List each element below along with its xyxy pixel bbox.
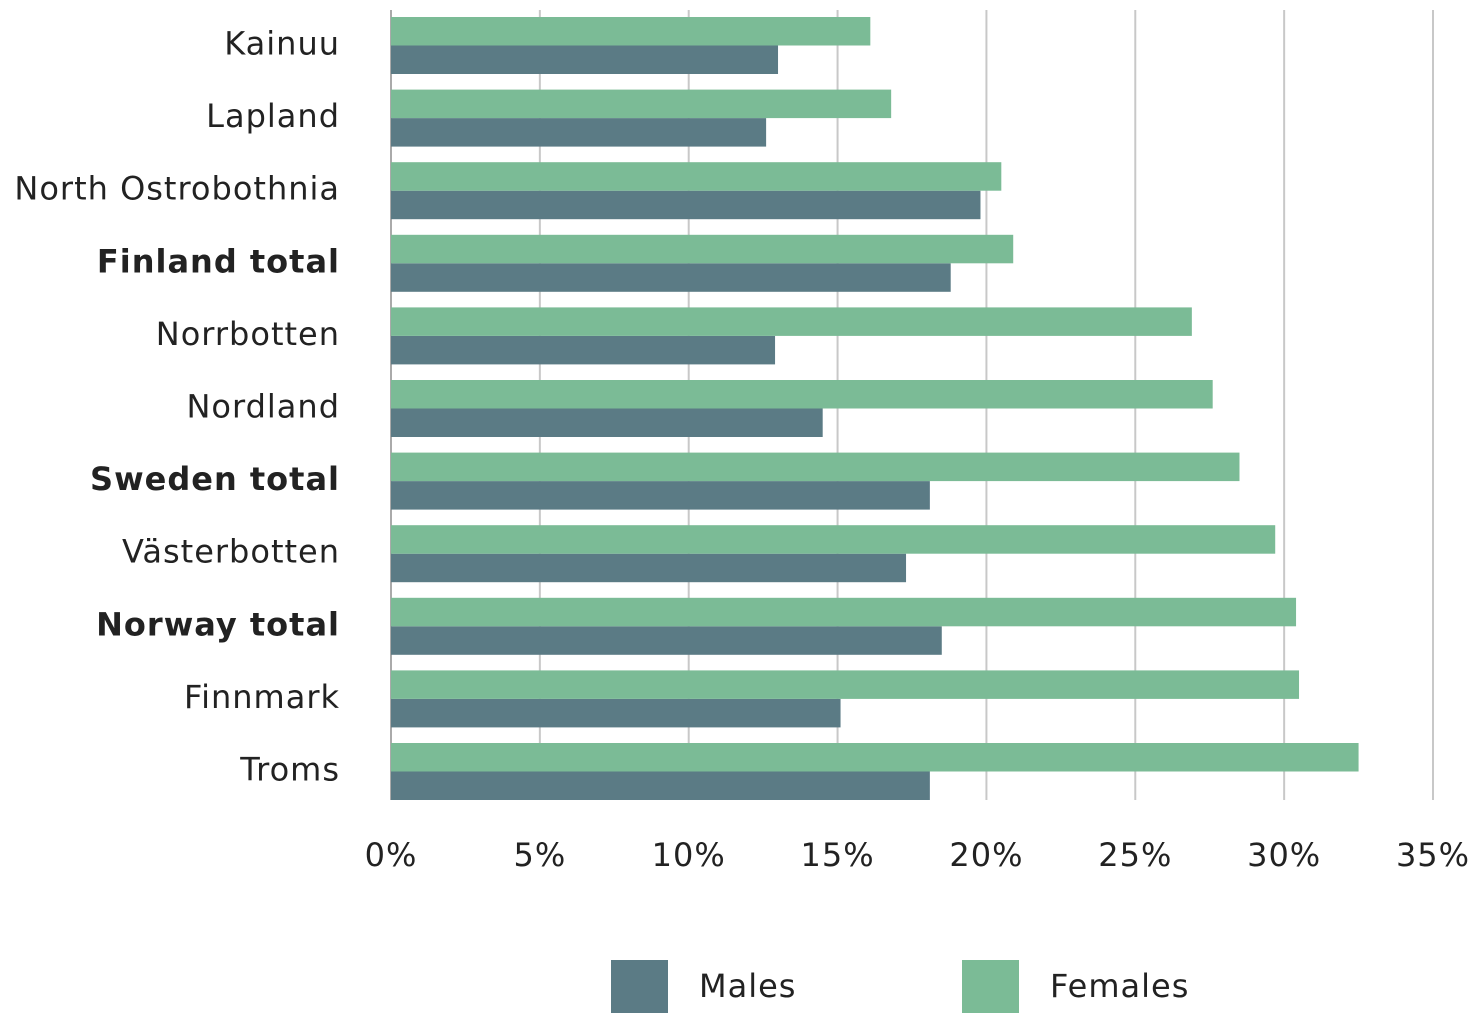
legend-label: Males xyxy=(699,967,796,1005)
bar xyxy=(391,17,871,46)
bar xyxy=(391,263,951,292)
bar xyxy=(391,553,907,583)
bar xyxy=(391,698,841,728)
y-tick-label: Västerbotten xyxy=(122,533,340,571)
bar xyxy=(391,626,942,655)
bar xyxy=(391,771,930,800)
bar xyxy=(391,743,1359,772)
x-tick-label: 35% xyxy=(1396,836,1470,874)
legend-label: Females xyxy=(1050,967,1189,1005)
y-tick-label: Sweden total xyxy=(90,460,340,498)
y-tick-label: North Ostrobothnia xyxy=(14,170,340,208)
x-tick-label: 5% xyxy=(513,836,566,874)
bar xyxy=(391,597,1297,627)
bar xyxy=(391,380,1213,409)
bar xyxy=(391,45,779,74)
bar xyxy=(391,307,1192,336)
x-tick-label: 20% xyxy=(949,836,1023,874)
bar xyxy=(391,481,930,510)
y-tick-label: Norway total xyxy=(96,605,340,643)
bar xyxy=(391,670,1300,699)
x-tick-label: 10% xyxy=(652,836,726,874)
bar xyxy=(391,335,776,365)
y-tick-label: Nordland xyxy=(186,388,340,426)
y-tick-label: Finland total xyxy=(97,242,340,280)
bar xyxy=(391,162,1002,191)
x-tick-label: 0% xyxy=(365,836,418,874)
bar xyxy=(391,190,981,220)
y-tick-label: Finnmark xyxy=(184,678,340,716)
x-tick-label: 30% xyxy=(1247,836,1321,874)
x-tick-label: 25% xyxy=(1098,836,1172,874)
y-tick-label: Lapland xyxy=(206,97,340,135)
bar xyxy=(391,118,767,147)
y-tick-label: Troms xyxy=(239,751,340,789)
bar xyxy=(391,525,1276,554)
y-tick-label: Kainuu xyxy=(224,25,340,63)
bar xyxy=(391,89,892,119)
legend-swatch xyxy=(611,960,668,1013)
y-tick-label: Norrbotten xyxy=(156,315,340,353)
x-tick-label: 15% xyxy=(801,836,875,874)
bar xyxy=(391,234,1014,264)
bar xyxy=(391,452,1240,482)
legend-swatch xyxy=(962,960,1019,1013)
bar xyxy=(391,408,823,437)
